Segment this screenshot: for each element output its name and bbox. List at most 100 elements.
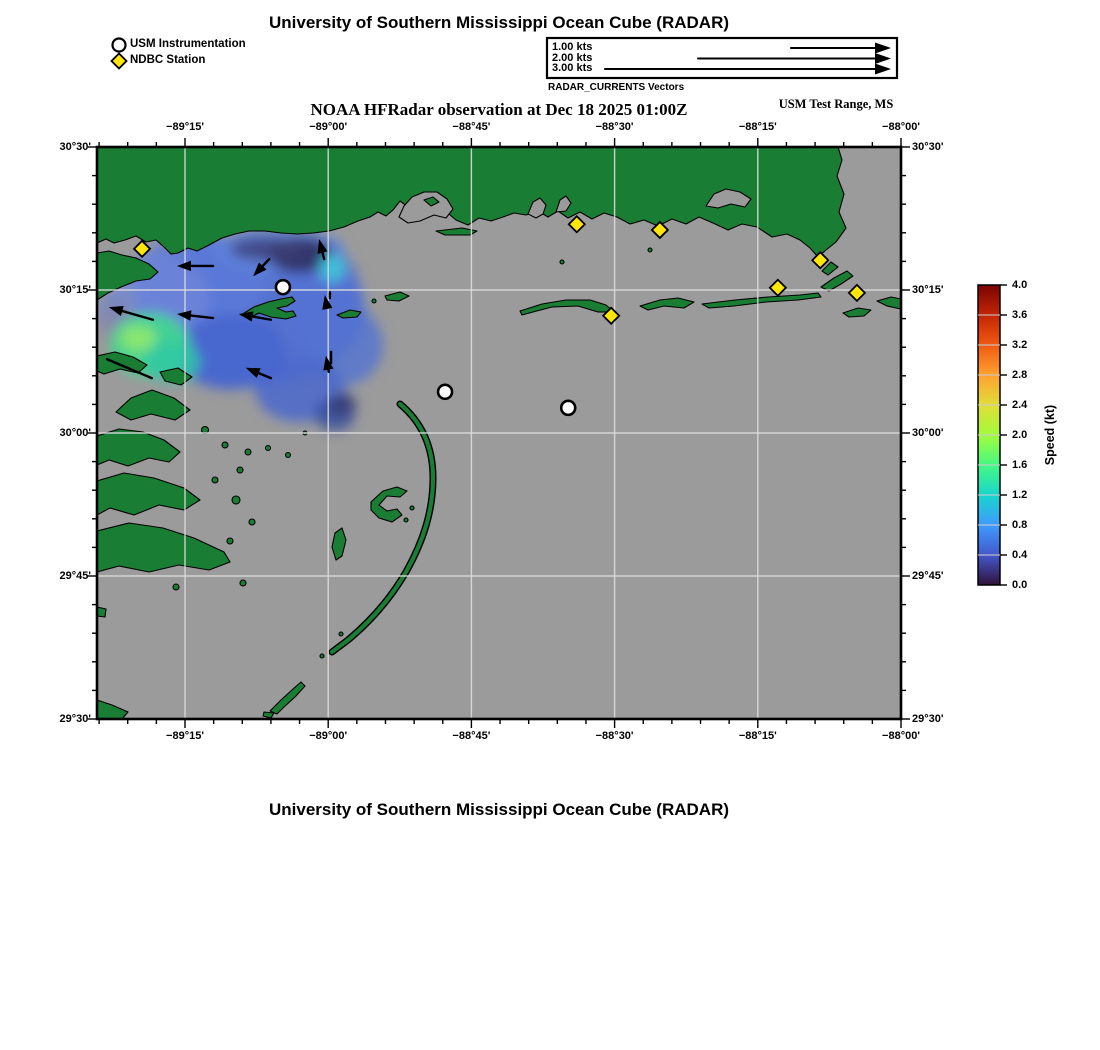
marsh-blob-2 [97,472,201,516]
islet-dot [371,298,377,304]
current-vector-head [176,260,191,272]
axis-label-lat-left: 29°45' [59,570,92,582]
ndbc-station-marker [132,239,152,259]
bay-islet-biloxi [423,196,440,207]
islet-dot [403,517,409,523]
scale-arrow-head [875,42,891,54]
current-vector-head [176,310,192,321]
left-edge-islet [97,606,107,618]
current-vector-head [322,295,333,310]
legend-usm-label: USM Instrumentation [130,38,246,50]
delta-tip [269,681,306,715]
speed-field-patch [144,342,200,382]
colorbar-tick-label: 0.8 [1012,519,1028,531]
islet-dot [338,631,344,637]
colorbar-tick-label: 2.4 [1012,399,1028,411]
colorbar-tick-label: 0.0 [1012,579,1028,591]
usm-instrumentation-marker [559,399,577,417]
axis-label-lat-right: 30°30' [912,141,944,153]
scale-box-caption: RADAR_CURRENTS Vectors [548,82,685,93]
colorbar-title: Speed (kt) [1043,404,1057,466]
colorbar-tick-label: 3.6 [1012,309,1028,321]
speed-field-patch [230,237,306,261]
island-fort-morgan [876,296,901,310]
bottom-title: University of Southern Mississippi Ocean… [268,800,730,819]
current-vector-shaft [118,308,155,321]
island-dog-keys [384,291,410,302]
current-vector-shaft [248,314,273,321]
island-petit-bois [639,297,695,311]
axis-label-lat-left: 29°30' [59,713,92,725]
axis-label-lat-left: 30°15' [59,284,92,296]
scale-arrow-head [875,53,891,64]
land-pearl-river-peninsula [97,250,159,301]
speed-field-patch [319,254,345,282]
colorbar-tick-label: 3.2 [1012,339,1028,351]
speed-field-patch [120,325,156,351]
current-vector-head [253,262,267,277]
islet-dot [647,247,653,253]
ndbc-station-marker [650,220,670,240]
bay-inlet-pascagoula-west [527,197,547,219]
station-markers-layer [132,214,867,417]
current-vector-head [238,311,254,322]
axis-label-lon-bottom: −88°45' [452,730,491,742]
observation-title: NOAA HFRadar observation at Dec 18 2025 … [310,100,688,119]
colorbar-tick-label: 1.2 [1012,489,1028,501]
legend-markers [110,37,128,70]
islet-dot [559,259,565,265]
bay-inlet-pascagoula-east [555,195,572,213]
current-vector-shaft [186,314,215,320]
current-vector-head [245,367,261,378]
vector-scale-box [545,36,899,80]
colorbar [977,284,1007,586]
marsh-blob-3 [97,522,231,573]
legend-ndbc-label: NDBC Station [130,54,206,66]
axis-label-lon-bottom: −88°15' [738,730,777,742]
colorbar-tick-label: 2.8 [1012,369,1028,381]
scale-arrow-head [875,63,891,75]
ndbc-station-icon [110,52,128,70]
axis-label-lon-top: −88°15' [738,121,777,133]
scale-row-label: 1.00 kts [552,41,593,53]
axis-label-lon-top: −88°00' [882,121,920,133]
scale-row-label: 2.00 kts [552,51,593,64]
colorbar-tick-label: 0.4 [1012,549,1028,561]
ndbc-station-marker [810,250,830,270]
islet-dot [319,653,325,659]
region-label: USM Test Range, MS [778,97,894,111]
marsh-dots [172,425,308,591]
island-chandeleur-hook [370,486,408,523]
axis-label-lat-right: 30°15' [912,284,944,296]
axis-label-lon-top: −88°30' [595,121,634,133]
island-pelican [842,307,872,318]
axis-label-lon-top: −89°00' [309,121,348,133]
current-vectors-layer [105,239,334,380]
island-dauphin-ne2 [821,261,839,276]
current-vector-head [108,306,124,317]
axis-label-lat-left: 30°30' [59,141,92,153]
axis-label-lat-right: 29°30' [912,713,944,725]
usm-instrumentation-icon [111,37,127,53]
colorbar-tick-label: 4.0 [1012,279,1028,291]
usm-instrumentation-marker [274,278,292,296]
island-dauphin [701,292,822,309]
axis-label-lon-bottom: −89°00' [309,730,348,742]
axis-label-lon-bottom: −88°30' [595,730,634,742]
island-deer [435,227,478,236]
ndbc-station-marker [567,214,587,234]
axis-label-lon-top: −88°45' [452,121,491,133]
scale-row-label: 3.00 kts [552,62,593,74]
axis-label-lon-bottom: −88°00' [882,730,920,742]
ndbc-station-marker [768,278,788,297]
colorbar-tick-label: 2.0 [1012,429,1028,441]
axis-label-lon-top: −89°15' [166,121,204,133]
island-cat [240,296,297,320]
marsh-blob-4 [115,389,191,421]
graticule-gridlines [97,147,901,719]
speed-field-patch [328,393,356,415]
bottom-corner-marsh [97,699,129,719]
axis-label-lat-right: 30°00' [912,427,944,439]
